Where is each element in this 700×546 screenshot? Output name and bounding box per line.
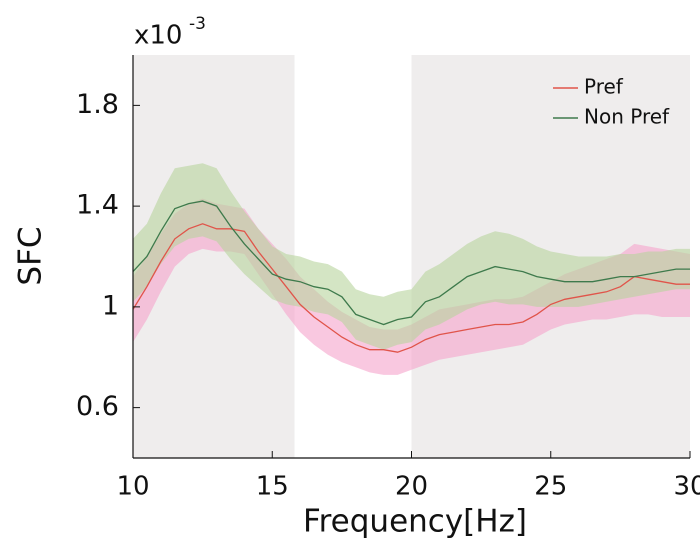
- series-line: [132, 200, 690, 326]
- y-tick-label: 1.4: [76, 190, 119, 221]
- y-tick-label: 1: [102, 290, 119, 321]
- y-tick-label: 1.8: [76, 89, 119, 120]
- x-tick-label: 20: [395, 472, 428, 502]
- x-tick-label: 30: [673, 472, 700, 502]
- x-axis-label: Frequency[Hz]: [303, 504, 527, 540]
- x-tick-label: 25: [534, 472, 567, 502]
- confidence-band: [133, 163, 690, 350]
- axes-layer: 0.6 1 1.4 1.8 10 15 20 25 30 Pref Non Pref: [76, 55, 700, 502]
- y-multiplier-exponent: -3: [189, 14, 206, 34]
- series-line: [132, 223, 690, 353]
- legend-label: Pref: [584, 75, 624, 99]
- y-multiplier: x10: [134, 21, 182, 51]
- x-tick-label: 10: [116, 472, 149, 502]
- band-layer: [133, 163, 690, 375]
- y-axis-label: SFC: [13, 226, 49, 285]
- legend-label: Non Pref: [584, 105, 670, 129]
- y-tick-label: 0.6: [76, 391, 119, 422]
- x-tick-label: 15: [256, 472, 289, 502]
- line-layer: [132, 200, 690, 353]
